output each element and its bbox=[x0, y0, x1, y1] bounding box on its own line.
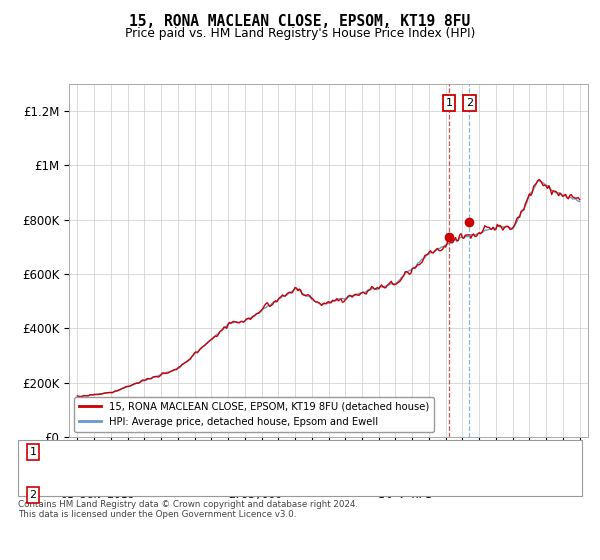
Text: 6% ↓ HPI: 6% ↓ HPI bbox=[378, 447, 432, 457]
Text: Price paid vs. HM Land Registry's House Price Index (HPI): Price paid vs. HM Land Registry's House … bbox=[125, 27, 475, 40]
Text: 1: 1 bbox=[445, 98, 452, 108]
Text: 10-MAR-2017: 10-MAR-2017 bbox=[60, 447, 134, 457]
Text: 1% ↓ HPI: 1% ↓ HPI bbox=[378, 490, 432, 500]
Legend: 15, RONA MACLEAN CLOSE, EPSOM, KT19 8FU (detached house), HPI: Average price, de: 15, RONA MACLEAN CLOSE, EPSOM, KT19 8FU … bbox=[74, 397, 434, 432]
Text: 01-JUN-2018: 01-JUN-2018 bbox=[60, 490, 134, 500]
Text: 1: 1 bbox=[29, 447, 37, 457]
Text: £793,000: £793,000 bbox=[228, 490, 282, 500]
Text: 2: 2 bbox=[29, 490, 37, 500]
Text: 15, RONA MACLEAN CLOSE, EPSOM, KT19 8FU: 15, RONA MACLEAN CLOSE, EPSOM, KT19 8FU bbox=[130, 14, 470, 29]
Text: 2: 2 bbox=[466, 98, 473, 108]
Text: £735,000: £735,000 bbox=[228, 447, 282, 457]
Text: Contains HM Land Registry data © Crown copyright and database right 2024.
This d: Contains HM Land Registry data © Crown c… bbox=[18, 500, 358, 519]
